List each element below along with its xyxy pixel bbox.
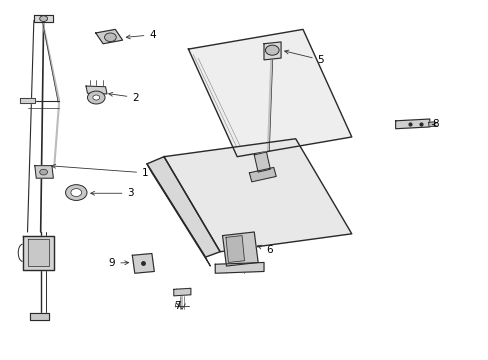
Polygon shape — [249, 167, 276, 182]
Circle shape — [71, 189, 81, 197]
Text: 8: 8 — [431, 120, 438, 129]
Polygon shape — [86, 86, 107, 94]
Polygon shape — [22, 235, 54, 270]
Polygon shape — [215, 262, 264, 273]
Text: 2: 2 — [108, 93, 139, 103]
Polygon shape — [35, 166, 53, 178]
Circle shape — [87, 91, 105, 104]
Circle shape — [65, 185, 87, 201]
Polygon shape — [254, 152, 270, 172]
Polygon shape — [27, 239, 49, 266]
Polygon shape — [188, 30, 351, 157]
Text: 4: 4 — [126, 30, 156, 40]
Text: 5: 5 — [284, 50, 324, 65]
Polygon shape — [395, 119, 429, 129]
Polygon shape — [163, 139, 351, 252]
Polygon shape — [20, 98, 35, 103]
Circle shape — [93, 95, 100, 100]
Text: 3: 3 — [90, 188, 134, 198]
Text: 7: 7 — [173, 301, 180, 311]
Circle shape — [265, 45, 279, 55]
Circle shape — [40, 169, 47, 175]
Polygon shape — [428, 122, 434, 127]
Polygon shape — [147, 157, 220, 257]
Polygon shape — [132, 253, 154, 273]
Polygon shape — [34, 15, 53, 22]
Polygon shape — [96, 30, 122, 44]
Polygon shape — [222, 232, 258, 266]
Text: 6: 6 — [257, 245, 272, 255]
Circle shape — [40, 16, 47, 22]
Text: 1: 1 — [52, 164, 148, 178]
Polygon shape — [225, 235, 244, 262]
Polygon shape — [30, 313, 49, 320]
Text: 9: 9 — [108, 258, 128, 268]
Polygon shape — [147, 164, 210, 266]
Polygon shape — [264, 42, 281, 60]
Polygon shape — [173, 288, 190, 296]
Circle shape — [104, 33, 116, 41]
